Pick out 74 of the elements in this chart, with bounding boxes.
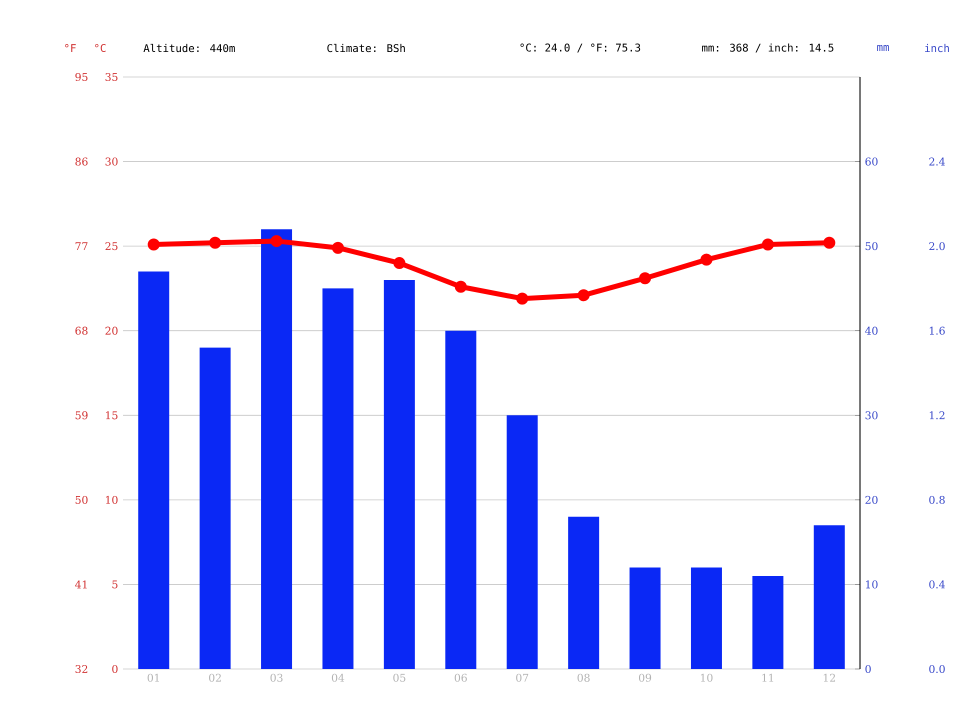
x-tick-label: 03 xyxy=(270,674,283,682)
text: Climate: BSh xyxy=(327,44,405,52)
y-tick-label: 30 xyxy=(106,158,118,166)
y3-tick-label: 95 xyxy=(75,72,88,82)
bar xyxy=(200,348,231,669)
bar xyxy=(752,576,784,669)
y-tick-label: 25 xyxy=(105,242,118,250)
y-tick-label: 35 xyxy=(106,72,118,82)
x-tick-label: 01 xyxy=(148,674,159,682)
bar xyxy=(384,280,415,669)
x-tick-label: 11 xyxy=(762,674,774,682)
y3-tick-label: 32 xyxy=(76,664,88,674)
bar xyxy=(261,229,292,669)
text: 0.8 xyxy=(929,496,945,504)
x-tick-label: 09 xyxy=(638,674,652,682)
point xyxy=(148,238,160,250)
y2-tick-label: 40 xyxy=(865,326,878,335)
text: °C: 24.0 / °F: 75.3 xyxy=(520,44,640,52)
point xyxy=(454,280,467,293)
x-tick-label: 04 xyxy=(332,674,344,682)
point xyxy=(332,242,344,254)
y2-tick-label: 30 xyxy=(866,411,878,420)
point xyxy=(270,235,283,248)
y3-tick-label: 41 xyxy=(75,580,87,588)
x-tick-label: 07 xyxy=(516,674,528,682)
y-tick-label: 15 xyxy=(106,411,118,420)
x-tick-label: 12 xyxy=(824,674,836,682)
text: Altitude: 440m xyxy=(144,44,235,52)
text: 0.0 xyxy=(929,664,945,674)
bar xyxy=(506,415,538,669)
y2-tick-label: 50 xyxy=(866,242,878,250)
bar xyxy=(630,568,661,669)
point xyxy=(393,257,406,270)
text: 2.0 xyxy=(929,242,945,250)
y3-tick-label: 86 xyxy=(75,158,88,166)
point xyxy=(823,236,836,249)
x-tick-label: 06 xyxy=(454,674,467,682)
y2-tick-label: 0 xyxy=(865,664,871,674)
y3-tick-label: 59 xyxy=(76,411,88,420)
y2-tick-label: 10 xyxy=(866,580,878,588)
y2-tick-label: 20 xyxy=(865,496,878,504)
text: 1.6 xyxy=(930,326,945,335)
y-tick-label: 5 xyxy=(112,580,118,588)
bar xyxy=(690,568,722,669)
x-tick-label: 05 xyxy=(393,674,406,682)
y3-tick-label: 50 xyxy=(76,496,88,504)
point xyxy=(209,236,222,249)
text: 0.4 xyxy=(929,580,945,588)
y3-axis-title: °F xyxy=(65,44,76,52)
y-tick-label: 10 xyxy=(106,496,118,504)
x-tick-label: 02 xyxy=(209,674,221,682)
bar xyxy=(568,516,600,669)
bar xyxy=(138,272,170,669)
y3-tick-label: 68 xyxy=(75,326,88,335)
text: mm: 368 / inch: 14.5 xyxy=(702,43,834,53)
y2-tick-label: 60 xyxy=(865,158,878,166)
text: 2.4 xyxy=(929,158,945,166)
text: 1.2 xyxy=(930,411,944,420)
bar xyxy=(445,330,476,669)
point xyxy=(578,289,590,302)
text: inch xyxy=(925,44,949,52)
point xyxy=(700,254,712,266)
point xyxy=(639,272,652,284)
x-tick-label: 08 xyxy=(578,674,590,682)
y3-tick-label: 77 xyxy=(76,242,88,250)
bar xyxy=(814,525,845,669)
y2-axis-title: mm xyxy=(877,45,889,51)
point xyxy=(516,292,528,305)
y-axis-title: °C xyxy=(95,44,106,52)
point xyxy=(762,238,774,250)
bar xyxy=(322,288,354,669)
x-tick-label: 10 xyxy=(700,674,713,682)
y-tick-label: 0 xyxy=(112,664,118,674)
y-tick-label: 20 xyxy=(105,326,118,335)
